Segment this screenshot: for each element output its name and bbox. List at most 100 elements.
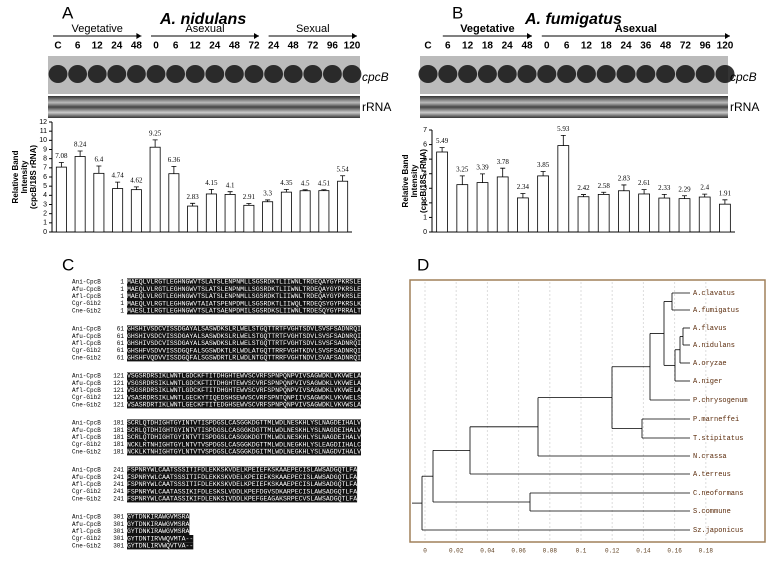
- blot-band: [656, 65, 676, 83]
- y-tick-label: 5: [43, 183, 47, 190]
- seq-name: Cne-Gib2: [72, 495, 101, 502]
- error-bar: [190, 202, 196, 207]
- group-label: Asexual: [615, 23, 657, 35]
- seq-start: 241: [113, 467, 124, 474]
- bar: [299, 190, 311, 233]
- value-label: 8.24: [74, 141, 87, 149]
- panel-letter: D: [417, 255, 429, 274]
- lane-label: 72: [680, 41, 692, 52]
- seq-name: Ani-CpcB: [72, 514, 101, 521]
- seq-start: 61: [117, 333, 125, 340]
- error-bar: [58, 162, 64, 168]
- blot-band: [576, 65, 596, 83]
- seq-highlight: [127, 426, 361, 434]
- group-label: Vegetative: [460, 23, 514, 35]
- seq-start: 121: [113, 394, 124, 401]
- value-label: 4.51: [318, 179, 331, 187]
- sequence: GYTDNLIRVWQVTVA--: [127, 543, 193, 550]
- seq-name: Ani-CpcB: [72, 279, 101, 286]
- error-bar: [540, 171, 546, 176]
- seq-start: 61: [117, 326, 125, 333]
- y-tick-label: 7: [423, 127, 427, 134]
- seq-name: Afu-CpcB: [72, 286, 101, 293]
- leaf-label: N.crassa: [693, 453, 727, 461]
- blot-band: [537, 65, 557, 83]
- seq-name: Ani-CpcB: [72, 373, 101, 380]
- lane-label: 120: [344, 41, 361, 52]
- lane-label: 120: [717, 41, 734, 52]
- lane-label: 48: [288, 41, 300, 52]
- sequence: FSPNRYWLCAATASSIKIFDLESKSLVDDLKPEFDGVSDK…: [127, 488, 357, 495]
- sequence: FSPNRYWLCAATSSSITIFDLEKKSKVDELKPEIEFKSKA…: [127, 481, 357, 488]
- blot-band: [342, 65, 362, 83]
- y-tick-label: 3: [423, 185, 427, 192]
- value-label: 7.08: [55, 152, 68, 160]
- seq-highlight: [127, 372, 361, 380]
- seq-start: 241: [113, 474, 124, 481]
- seq-name: Ani-CpcB: [72, 420, 101, 427]
- error-bar: [560, 134, 566, 146]
- sequence: SCRLQTDHIGHTGYINTVTISPDGSLCASGGKDGTTMLWD…: [127, 434, 361, 441]
- value-label: 3.39: [476, 163, 489, 171]
- leaf-label: A.terreus: [693, 471, 731, 479]
- bar: [74, 156, 86, 233]
- error-bar: [702, 193, 708, 198]
- seq-highlight: [127, 300, 361, 308]
- error-bar: [601, 191, 607, 195]
- error-bar: [500, 167, 506, 177]
- y-axis-title: Intensity: [410, 164, 419, 197]
- error-bar: [340, 175, 346, 182]
- seq-name: Cne-Gib2: [72, 542, 101, 549]
- seq-start: 241: [113, 481, 124, 488]
- leaf-label: A.clavatus: [693, 290, 735, 298]
- value-label: 4.35: [280, 179, 293, 187]
- lane-label: 6: [564, 41, 570, 52]
- y-tick-label: 4: [43, 192, 47, 199]
- blot-band: [596, 65, 616, 83]
- seq-name: Afu-CpcB: [72, 380, 101, 387]
- seq-highlight: [127, 542, 194, 550]
- seq-highlight: [127, 278, 361, 286]
- error-bar: [246, 203, 252, 206]
- x-tick-label: 0.1: [576, 548, 587, 555]
- rrna-image: [420, 96, 728, 118]
- seq-highlight: [127, 401, 361, 409]
- seq-start: 181: [113, 441, 124, 448]
- leaf-label: C.neoformans: [693, 490, 743, 498]
- y-axis-title: (cpcB/18S rRNA): [419, 149, 428, 213]
- blot-band: [264, 65, 284, 83]
- seq-name: Cne-Gib2: [72, 448, 101, 455]
- lane-label: 48: [521, 41, 533, 52]
- sequence: GYTDNKIRAWGVMSRA: [127, 521, 189, 528]
- sequence: VSASRDRTIKLWNTLGECKFTITEDGHSEWVSCVRFSPNP…: [127, 402, 361, 409]
- leaf-label: A.nidulans: [693, 342, 735, 350]
- group-label: Vegetative: [72, 23, 123, 35]
- panel-title: A. fumigatus: [524, 11, 622, 28]
- seq-highlight: [127, 480, 358, 488]
- bar: [318, 190, 330, 233]
- x-tick-label: 0.12: [605, 548, 620, 555]
- seq-highlight: [127, 354, 361, 362]
- seq-highlight: [127, 495, 358, 503]
- seq-start: 121: [113, 373, 124, 380]
- error-bar: [265, 199, 271, 202]
- x-tick-label: 0: [423, 548, 427, 555]
- value-label: 4.62: [130, 177, 143, 185]
- seq-start: 181: [113, 420, 124, 427]
- seq-start: 181: [113, 434, 124, 441]
- leaf-label: A.flavus: [693, 325, 727, 333]
- lane-label: 0: [153, 41, 159, 52]
- x-tick-label: 0.06: [511, 548, 526, 555]
- lane-label: 48: [660, 41, 672, 52]
- error-bar: [682, 195, 687, 199]
- seq-highlight: [127, 466, 358, 474]
- y-axis-title: Relative Band: [401, 154, 410, 207]
- bar: [149, 146, 161, 233]
- value-label: 4.74: [112, 172, 125, 180]
- bar: [187, 205, 199, 233]
- x-tick-label: 0.04: [480, 548, 495, 555]
- lane-label: 18: [482, 41, 494, 52]
- sequence: GYTDNKIRAWGVMSRA: [127, 514, 189, 521]
- sequence: GHSHFVQDVVISSDGQFALSGSWDRTLRLWDLNTGQTTRR…: [127, 355, 361, 362]
- sequence: MAEQLVLRGTLEGHNGWVTSLATSLENPNMLLSGSRDKTL…: [127, 286, 361, 293]
